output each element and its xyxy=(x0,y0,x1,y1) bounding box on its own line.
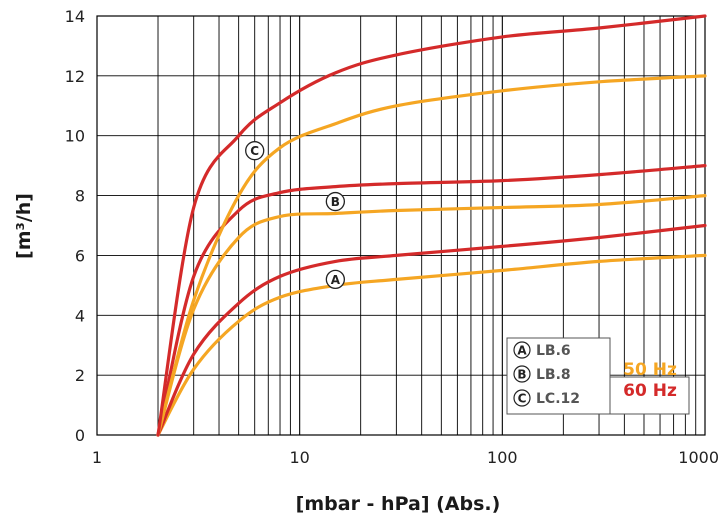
curve-label-b: B xyxy=(331,195,340,209)
x-tick-label: 1 xyxy=(92,448,102,467)
series-layer xyxy=(156,14,707,437)
y-axis-ticks: 0 2 4 6 8 10 12 14 xyxy=(65,7,85,445)
curve-label-circle xyxy=(245,141,265,161)
series-line-c-50hz xyxy=(156,74,707,437)
legend-freq-box xyxy=(609,376,690,415)
legend-model-circle xyxy=(513,365,531,383)
curve-label-circle xyxy=(325,269,346,290)
x-axis-title: [mbar - hPa] (Abs.) xyxy=(296,493,501,515)
y-tick-label: 6 xyxy=(75,246,85,265)
curve-label-a: A xyxy=(331,273,341,287)
y-tick-label: 0 xyxy=(75,426,85,445)
y-tick-label: 10 xyxy=(65,127,85,146)
legend-models: A LB.6 B LB.8 C LC.12 xyxy=(513,341,580,407)
legend-model-label: LB.8 xyxy=(536,367,571,383)
curve-labels: A B C xyxy=(245,141,346,290)
x-tick-label: 100 xyxy=(487,448,518,467)
y-tick-label: 12 xyxy=(65,67,85,86)
curve-label-c: C xyxy=(250,144,259,158)
grid-lines xyxy=(97,16,705,435)
series-line-c-60hz xyxy=(156,14,707,437)
legend-freq-label: 60 Hz xyxy=(623,381,677,401)
y-tick-label: 2 xyxy=(75,366,85,385)
series-line-a-60hz xyxy=(156,223,707,437)
legend-model-letter: A xyxy=(517,344,527,358)
legend-freq-label: 50 Hz xyxy=(623,360,677,380)
y-axis-title: [m³/h] xyxy=(13,193,35,259)
y-tick-label: 14 xyxy=(65,7,85,26)
legend-model-letter: C xyxy=(518,392,527,406)
legend-model-label: LB.6 xyxy=(536,343,571,359)
x-tick-label: 1000 xyxy=(678,448,719,467)
series-line-a-50hz xyxy=(156,253,707,437)
legend-model-circle xyxy=(513,341,531,359)
legend-model-circle xyxy=(513,389,531,407)
series-line-b-50hz xyxy=(156,194,707,437)
y-tick-label: 4 xyxy=(75,306,85,325)
legend-model-label: LC.12 xyxy=(536,391,580,407)
series-line-b-60hz xyxy=(156,164,707,437)
x-axis-ticks: 1 10 100 1000 xyxy=(92,448,719,467)
curve-label-circle xyxy=(325,191,346,212)
y-tick-label: 8 xyxy=(75,187,85,206)
legend-model-letter: B xyxy=(517,368,526,382)
x-tick-label: 10 xyxy=(289,448,309,467)
